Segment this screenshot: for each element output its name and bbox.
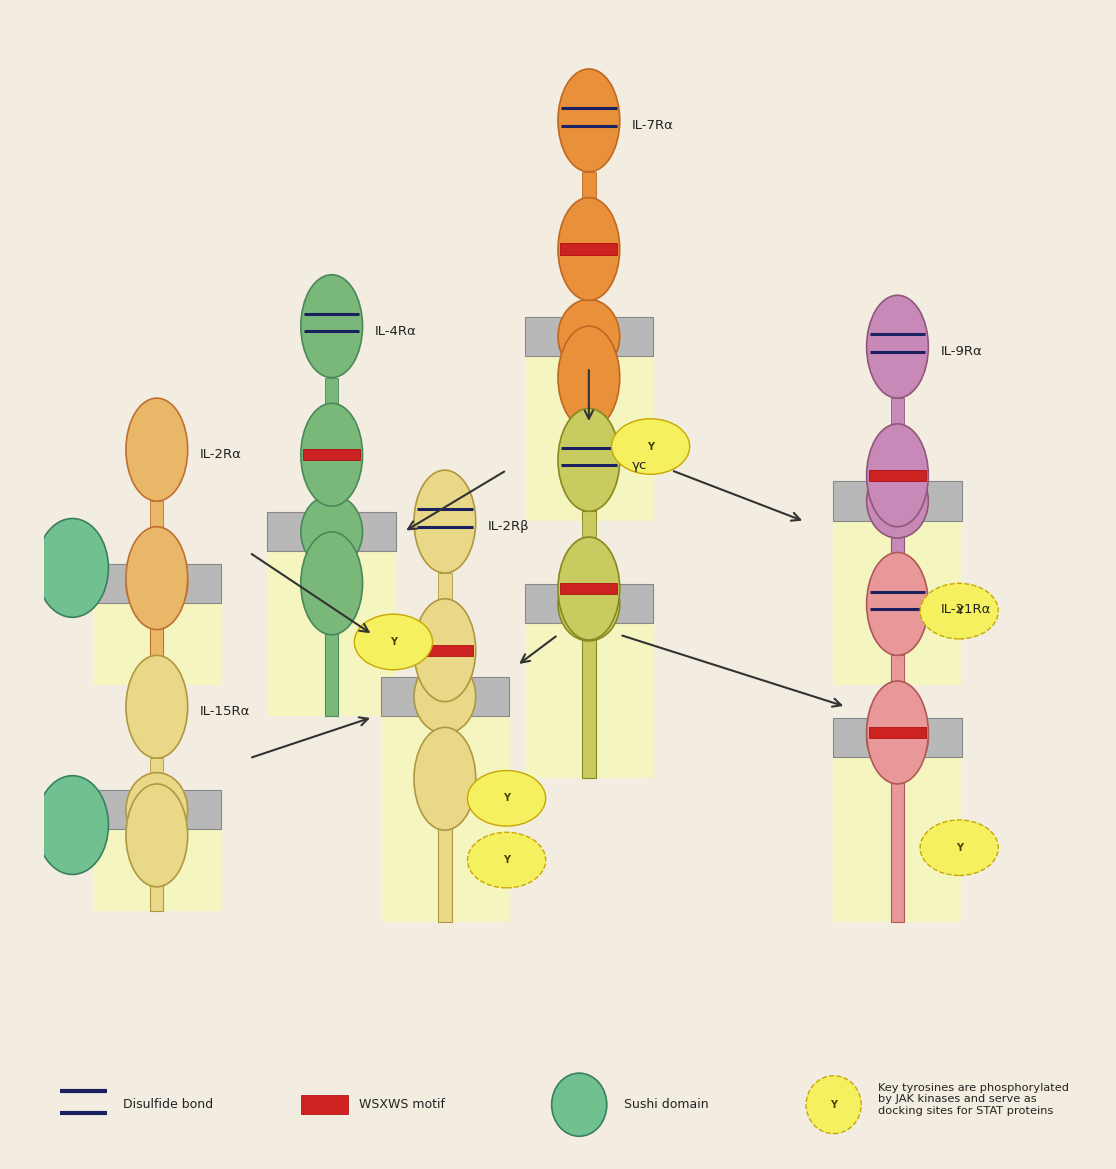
Ellipse shape bbox=[414, 727, 475, 830]
FancyBboxPatch shape bbox=[416, 644, 473, 656]
FancyBboxPatch shape bbox=[439, 701, 452, 727]
Text: Y: Y bbox=[647, 442, 654, 451]
Ellipse shape bbox=[867, 424, 929, 527]
Ellipse shape bbox=[126, 656, 187, 759]
FancyBboxPatch shape bbox=[834, 482, 962, 520]
FancyBboxPatch shape bbox=[583, 357, 596, 520]
FancyBboxPatch shape bbox=[93, 603, 221, 685]
FancyBboxPatch shape bbox=[525, 584, 653, 623]
Text: IL-15Rα: IL-15Rα bbox=[200, 705, 250, 719]
Ellipse shape bbox=[126, 399, 187, 502]
Ellipse shape bbox=[867, 553, 929, 656]
FancyBboxPatch shape bbox=[834, 758, 962, 922]
FancyBboxPatch shape bbox=[151, 829, 163, 912]
Text: Y: Y bbox=[503, 794, 510, 803]
Ellipse shape bbox=[558, 537, 619, 639]
FancyBboxPatch shape bbox=[891, 758, 904, 922]
Ellipse shape bbox=[126, 773, 187, 846]
FancyBboxPatch shape bbox=[268, 512, 396, 552]
Ellipse shape bbox=[126, 546, 187, 621]
Text: Y: Y bbox=[389, 637, 397, 646]
Ellipse shape bbox=[867, 682, 929, 784]
Ellipse shape bbox=[126, 527, 187, 630]
Text: Y: Y bbox=[830, 1100, 837, 1109]
FancyBboxPatch shape bbox=[93, 563, 221, 603]
FancyBboxPatch shape bbox=[560, 243, 617, 255]
FancyBboxPatch shape bbox=[834, 520, 962, 685]
FancyBboxPatch shape bbox=[439, 573, 452, 599]
Ellipse shape bbox=[558, 408, 619, 511]
Ellipse shape bbox=[354, 614, 433, 670]
FancyBboxPatch shape bbox=[325, 552, 338, 717]
FancyBboxPatch shape bbox=[151, 759, 163, 784]
Text: Disulfide bond: Disulfide bond bbox=[123, 1098, 213, 1112]
FancyBboxPatch shape bbox=[93, 790, 221, 829]
Text: Y: Y bbox=[955, 843, 963, 852]
Text: Sushi domain: Sushi domain bbox=[624, 1098, 709, 1112]
FancyBboxPatch shape bbox=[381, 717, 509, 922]
FancyBboxPatch shape bbox=[525, 623, 653, 777]
Ellipse shape bbox=[37, 776, 108, 874]
Ellipse shape bbox=[558, 69, 619, 172]
Text: IL-21Rα: IL-21Rα bbox=[941, 602, 991, 616]
Ellipse shape bbox=[551, 1073, 607, 1136]
Ellipse shape bbox=[301, 532, 363, 635]
FancyBboxPatch shape bbox=[560, 583, 617, 594]
Ellipse shape bbox=[920, 819, 999, 876]
Ellipse shape bbox=[414, 659, 475, 733]
Text: Y: Y bbox=[503, 855, 510, 865]
FancyBboxPatch shape bbox=[891, 656, 904, 682]
FancyBboxPatch shape bbox=[583, 300, 596, 326]
FancyBboxPatch shape bbox=[525, 357, 653, 520]
Text: γc: γc bbox=[632, 458, 647, 471]
Text: IL-7Rα: IL-7Rα bbox=[632, 119, 674, 132]
Ellipse shape bbox=[867, 464, 929, 538]
FancyBboxPatch shape bbox=[325, 506, 338, 532]
Ellipse shape bbox=[558, 326, 619, 429]
Ellipse shape bbox=[558, 567, 619, 641]
Text: IL-2Rα: IL-2Rα bbox=[200, 448, 242, 462]
Ellipse shape bbox=[468, 770, 546, 826]
FancyBboxPatch shape bbox=[325, 378, 338, 403]
Ellipse shape bbox=[920, 583, 999, 639]
Ellipse shape bbox=[301, 275, 363, 378]
Ellipse shape bbox=[558, 299, 619, 373]
Ellipse shape bbox=[37, 519, 108, 617]
Ellipse shape bbox=[414, 599, 475, 701]
Text: Key tyrosines are phosphorylated
by JAK kinases and serve as
docking sites for S: Key tyrosines are phosphorylated by JAK … bbox=[878, 1082, 1069, 1116]
Text: IL-4Rα: IL-4Rα bbox=[375, 325, 416, 338]
FancyBboxPatch shape bbox=[891, 399, 904, 424]
Ellipse shape bbox=[806, 1075, 862, 1134]
Ellipse shape bbox=[867, 296, 929, 399]
FancyBboxPatch shape bbox=[583, 172, 596, 198]
FancyBboxPatch shape bbox=[381, 677, 509, 717]
FancyBboxPatch shape bbox=[304, 449, 360, 461]
Ellipse shape bbox=[612, 419, 690, 475]
Text: WSXWS motif: WSXWS motif bbox=[358, 1098, 444, 1112]
Ellipse shape bbox=[301, 403, 363, 506]
Ellipse shape bbox=[558, 198, 619, 300]
Text: Y: Y bbox=[955, 606, 963, 616]
FancyBboxPatch shape bbox=[869, 727, 926, 738]
FancyBboxPatch shape bbox=[151, 603, 163, 685]
FancyBboxPatch shape bbox=[93, 829, 221, 912]
Ellipse shape bbox=[867, 700, 929, 775]
FancyBboxPatch shape bbox=[583, 511, 596, 537]
FancyBboxPatch shape bbox=[525, 317, 653, 357]
FancyBboxPatch shape bbox=[869, 470, 926, 480]
Ellipse shape bbox=[126, 784, 187, 887]
Text: IL-9Rα: IL-9Rα bbox=[941, 345, 982, 359]
FancyBboxPatch shape bbox=[151, 502, 163, 527]
FancyBboxPatch shape bbox=[891, 520, 904, 685]
Ellipse shape bbox=[301, 494, 363, 569]
Text: IL-2Rβ: IL-2Rβ bbox=[488, 520, 530, 533]
FancyBboxPatch shape bbox=[301, 1095, 348, 1114]
FancyBboxPatch shape bbox=[834, 718, 962, 758]
Ellipse shape bbox=[414, 470, 475, 573]
FancyBboxPatch shape bbox=[268, 552, 396, 717]
FancyBboxPatch shape bbox=[439, 717, 452, 922]
Ellipse shape bbox=[468, 832, 546, 887]
FancyBboxPatch shape bbox=[583, 623, 596, 777]
